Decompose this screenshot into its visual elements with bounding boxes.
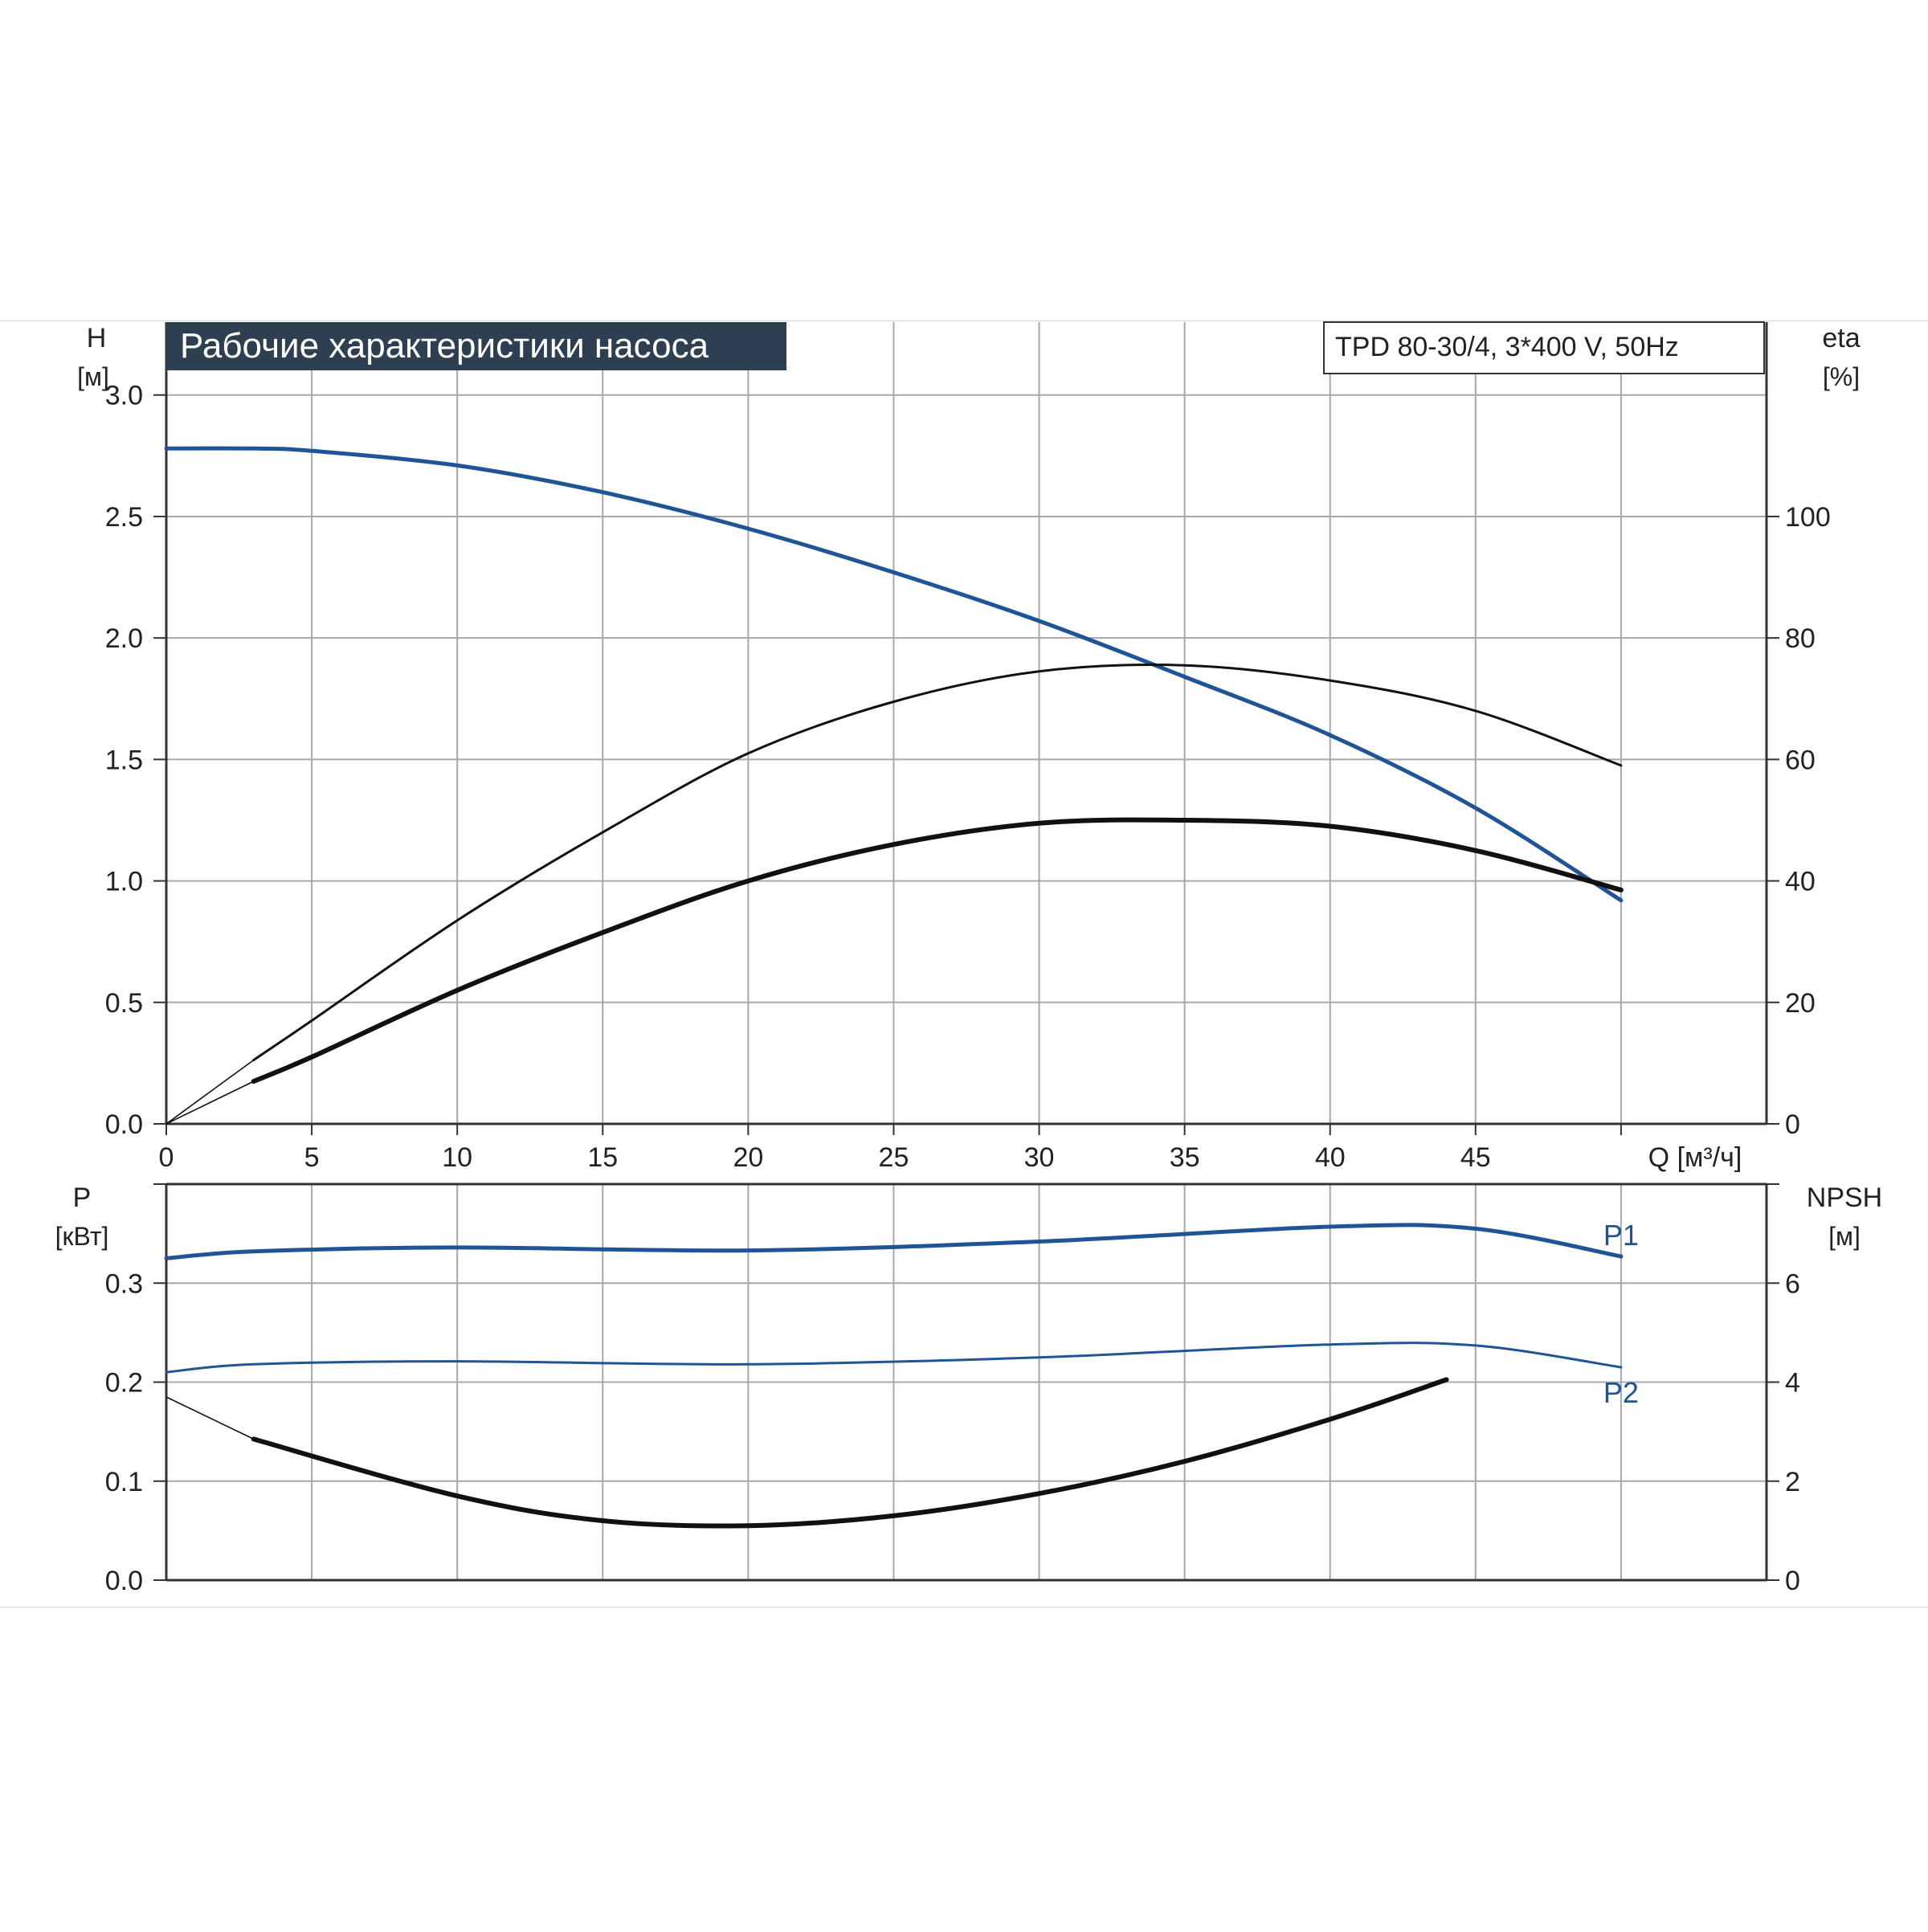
eta-axis-unit: [%] bbox=[1823, 362, 1860, 391]
y-left-tick-label: 1.5 bbox=[105, 745, 143, 775]
y-left-tick-label: 0.2 bbox=[105, 1368, 143, 1399]
y-left-tick-label: 0.0 bbox=[105, 1566, 143, 1596]
series-label-P2: P2 bbox=[1603, 1376, 1639, 1409]
npsh-axis-label: NPSH bbox=[1807, 1182, 1882, 1213]
x-tick-label: 20 bbox=[733, 1142, 763, 1173]
x-tick-label: 45 bbox=[1460, 1142, 1491, 1173]
q-axis-label: Q [м³/ч] bbox=[1648, 1142, 1742, 1173]
x-tick-label: 25 bbox=[879, 1142, 909, 1173]
y-left-tick-label: 3.0 bbox=[105, 381, 143, 411]
series-layer bbox=[164, 446, 1624, 1529]
x-tick-label: 35 bbox=[1170, 1142, 1200, 1173]
y-right-tick-label: 100 bbox=[1785, 502, 1831, 533]
series-label-P1: P1 bbox=[1603, 1219, 1639, 1252]
y-right-tick-label: 6 bbox=[1785, 1268, 1800, 1299]
series-NPSH bbox=[251, 1377, 1449, 1529]
series-P2 bbox=[165, 1342, 1623, 1374]
p-axis-label: P bbox=[73, 1182, 92, 1213]
y-right-tick-label: 40 bbox=[1785, 867, 1816, 897]
x-tick-label: 5 bbox=[304, 1142, 320, 1173]
y-left-tick-label: 1.0 bbox=[105, 867, 143, 897]
y-left-tick-label: 0.3 bbox=[105, 1268, 143, 1299]
y-right-tick-label: 60 bbox=[1785, 745, 1816, 775]
chart-title: Рабочие характеристики насоса bbox=[180, 326, 709, 366]
title-box bbox=[166, 322, 786, 370]
h-axis-unit: [м] bbox=[77, 362, 109, 391]
x-tick-label: 40 bbox=[1315, 1142, 1346, 1173]
series-H bbox=[164, 446, 1624, 903]
npsh-axis-unit: [м] bbox=[1828, 1222, 1861, 1251]
p-axis-unit: [кВт] bbox=[55, 1222, 109, 1251]
series-eta-thin-leadin bbox=[165, 1059, 255, 1125]
y-left-tick-label: 0.5 bbox=[105, 988, 143, 1019]
y-left-tick-label: 0.1 bbox=[105, 1467, 143, 1497]
series-NPSH-leadin bbox=[165, 1396, 255, 1440]
y-right-tick-label: 4 bbox=[1785, 1368, 1800, 1399]
model-label: TPD 80-30/4, 3*400 V, 50Hz bbox=[1335, 332, 1679, 362]
x-tick-label: 30 bbox=[1024, 1142, 1055, 1173]
series-P1 bbox=[164, 1223, 1624, 1260]
y-right-tick-label: 20 bbox=[1785, 988, 1816, 1019]
x-tick-label: 15 bbox=[587, 1142, 618, 1173]
series-labels-layer: P1 P2 bbox=[1603, 1219, 1639, 1409]
y-right-tick-label: 0 bbox=[1785, 1566, 1800, 1596]
grid-layer bbox=[166, 322, 1767, 1580]
y-right-tick-label: 2 bbox=[1785, 1467, 1800, 1497]
y-right-tick-label: 0 bbox=[1785, 1109, 1800, 1140]
y-left-tick-label: 2.5 bbox=[105, 502, 143, 533]
x-tick-label: 10 bbox=[442, 1142, 472, 1173]
h-axis-label: H bbox=[87, 323, 107, 353]
y-left-tick-label: 2.0 bbox=[105, 623, 143, 654]
y-right-tick-label: 80 bbox=[1785, 623, 1816, 654]
eta-axis-label: eta bbox=[1822, 323, 1860, 353]
series-eta-thick bbox=[251, 817, 1624, 1084]
series-eta-thick-leadin bbox=[165, 1080, 255, 1125]
x-tick-label: 0 bbox=[159, 1142, 174, 1173]
series-eta-thin bbox=[252, 664, 1623, 1062]
y-left-tick-label: 0.0 bbox=[105, 1109, 143, 1140]
model-label-box bbox=[1323, 321, 1765, 374]
